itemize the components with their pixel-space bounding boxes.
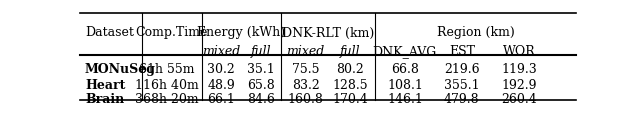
Text: mixed: mixed xyxy=(202,45,241,57)
Text: 75.5: 75.5 xyxy=(292,63,319,76)
Text: 80.2: 80.2 xyxy=(337,63,364,76)
Text: Region (km): Region (km) xyxy=(436,26,515,39)
Text: Dataset: Dataset xyxy=(85,26,134,39)
Text: full: full xyxy=(251,45,271,57)
Text: 61h 55m: 61h 55m xyxy=(139,63,195,76)
Text: WOR: WOR xyxy=(502,45,535,57)
Text: DNK_AVG: DNK_AVG xyxy=(372,45,437,57)
Text: Energy (kWh): Energy (kWh) xyxy=(197,26,285,39)
Text: mixed: mixed xyxy=(287,45,325,57)
Text: 170.4: 170.4 xyxy=(332,92,368,105)
Text: 192.9: 192.9 xyxy=(501,78,537,91)
Text: Heart: Heart xyxy=(85,78,125,91)
Text: full: full xyxy=(340,45,360,57)
Text: 30.2: 30.2 xyxy=(207,63,236,76)
Text: 116h 40m: 116h 40m xyxy=(135,78,198,91)
Text: 219.6: 219.6 xyxy=(444,63,480,76)
Text: 35.1: 35.1 xyxy=(247,63,275,76)
Text: DNK-RLT (km): DNK-RLT (km) xyxy=(282,26,374,39)
Text: 479.8: 479.8 xyxy=(444,92,480,105)
Text: 84.6: 84.6 xyxy=(247,92,275,105)
Text: 368h 20m: 368h 20m xyxy=(135,92,198,105)
Text: 146.1: 146.1 xyxy=(387,92,423,105)
Text: 119.3: 119.3 xyxy=(501,63,537,76)
Text: 108.1: 108.1 xyxy=(387,78,423,91)
Text: 260.4: 260.4 xyxy=(501,92,537,105)
Text: 160.8: 160.8 xyxy=(288,92,324,105)
Text: 66.1: 66.1 xyxy=(207,92,236,105)
Text: 65.8: 65.8 xyxy=(247,78,275,91)
Text: 83.2: 83.2 xyxy=(292,78,319,91)
Text: Brain: Brain xyxy=(85,92,124,105)
Text: 355.1: 355.1 xyxy=(444,78,480,91)
Text: 128.5: 128.5 xyxy=(333,78,368,91)
Text: Comp.Time: Comp.Time xyxy=(136,26,208,39)
Text: MONuSeg: MONuSeg xyxy=(85,63,156,76)
Text: EST: EST xyxy=(449,45,475,57)
Text: 66.8: 66.8 xyxy=(391,63,419,76)
Text: 48.9: 48.9 xyxy=(207,78,236,91)
